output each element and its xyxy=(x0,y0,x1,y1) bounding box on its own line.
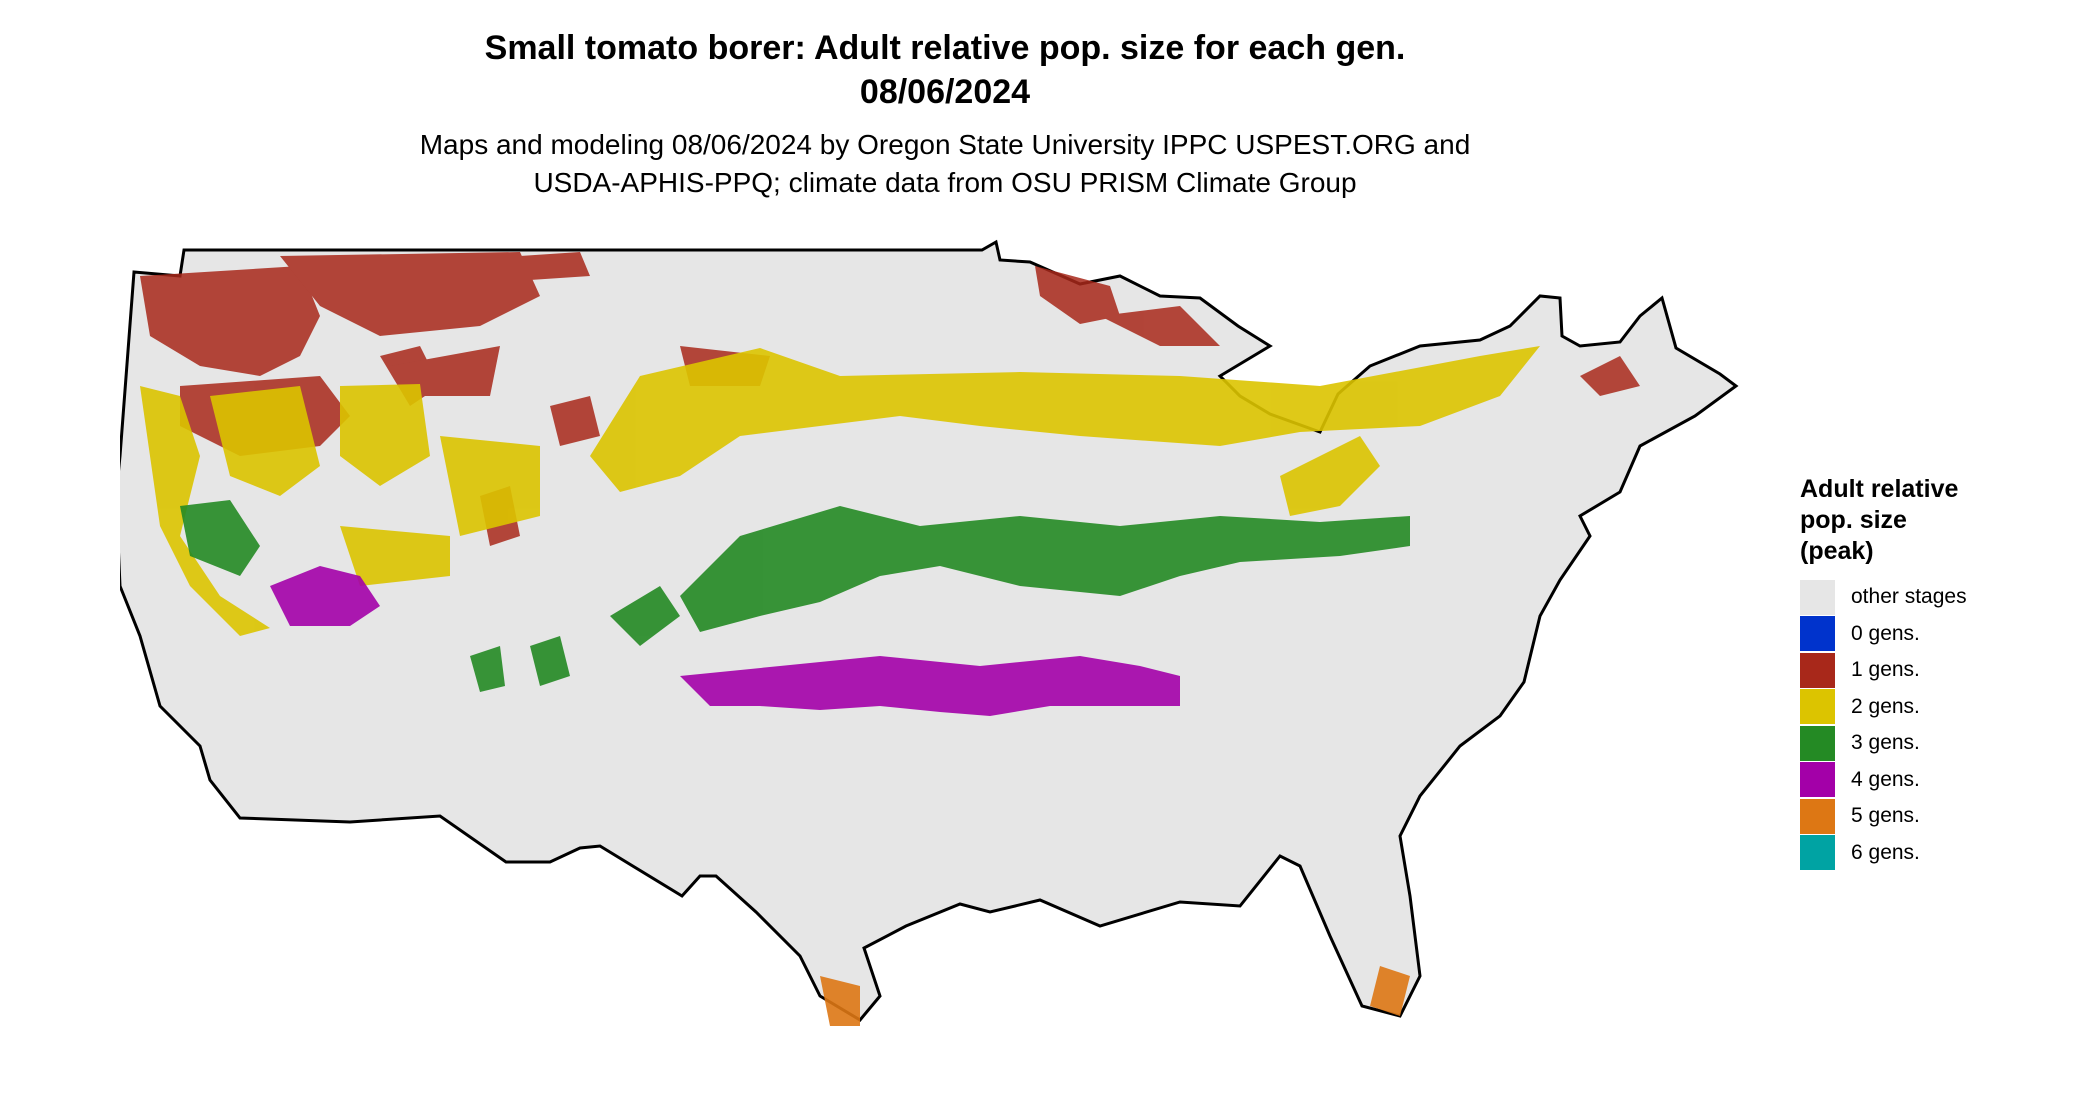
legend-label: 2 gens. xyxy=(1851,694,1920,718)
legend-item: 5 gens. xyxy=(1800,798,2090,835)
legend-swatch xyxy=(1800,798,1835,834)
legend-swatch xyxy=(1800,835,1835,871)
legend-swatch xyxy=(1800,652,1835,688)
legend-swatch xyxy=(1800,762,1835,798)
legend-label: 5 gens. xyxy=(1851,804,1920,828)
legend-swatch xyxy=(1800,616,1835,652)
legend: Adult relative pop. size (peak) other st… xyxy=(1800,474,2090,871)
legend-title-line-3: (peak) xyxy=(1800,537,1874,565)
legend-label: other stages xyxy=(1851,585,1967,609)
legend-swatch xyxy=(1800,579,1835,615)
legend-item: 3 gens. xyxy=(1800,725,2090,762)
legend-label: 6 gens. xyxy=(1851,840,1920,864)
legend-swatch xyxy=(1800,725,1835,761)
generation-3-zones xyxy=(180,500,1410,692)
legend-item: 2 gens. xyxy=(1800,689,2090,726)
us-generations-map xyxy=(120,239,1739,1026)
map-title: Small tomato borer: Adult relative pop. … xyxy=(484,29,1406,67)
map-credits-line-2: USDA-APHIS-PPQ; climate data from OSU PR… xyxy=(533,167,1357,198)
legend-item: 0 gens. xyxy=(1800,616,2090,653)
legend-label: 3 gens. xyxy=(1851,731,1920,755)
legend-title: Adult relative pop. size (peak) xyxy=(1800,474,2090,567)
legend-title-line-2: pop. size xyxy=(1800,506,1907,534)
legend-swatch xyxy=(1800,689,1835,725)
map-date: 08/06/2024 xyxy=(859,73,1031,111)
legend-title-line-1: Adult relative xyxy=(1800,475,1959,503)
legend-item: other stages xyxy=(1800,579,2090,616)
legend-rows: other stages 0 gens. 1 gens. 2 gens. 3 gens.… xyxy=(1800,579,2090,871)
legend-item: 6 gens. xyxy=(1800,835,2090,872)
generation-5-zones xyxy=(820,966,1410,1026)
legend-item: 1 gens. xyxy=(1800,652,2090,689)
legend-item: 4 gens. xyxy=(1800,762,2090,799)
legend-label: 4 gens. xyxy=(1851,767,1920,791)
generation-2-zones xyxy=(140,346,1540,636)
generation-4-zones xyxy=(270,566,1180,716)
legend-label: 1 gens. xyxy=(1851,658,1920,682)
legend-label: 0 gens. xyxy=(1851,621,1920,645)
map-credits-line-1: Maps and modeling 08/06/2024 by Oregon S… xyxy=(419,129,1471,160)
